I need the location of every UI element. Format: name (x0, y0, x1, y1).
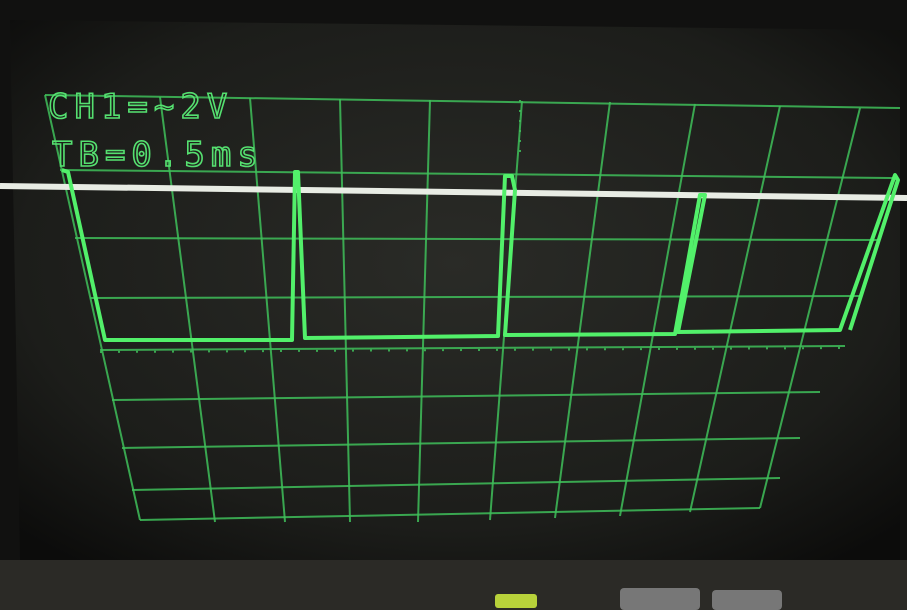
indicator (495, 594, 537, 608)
button (712, 590, 782, 610)
timebase-label: TB=0.5ms (52, 135, 264, 175)
channel-label: CH1=~2V (48, 87, 233, 127)
oscilloscope-photo: CH1=~2V TB=0.5ms (0, 0, 907, 610)
button (620, 588, 700, 610)
